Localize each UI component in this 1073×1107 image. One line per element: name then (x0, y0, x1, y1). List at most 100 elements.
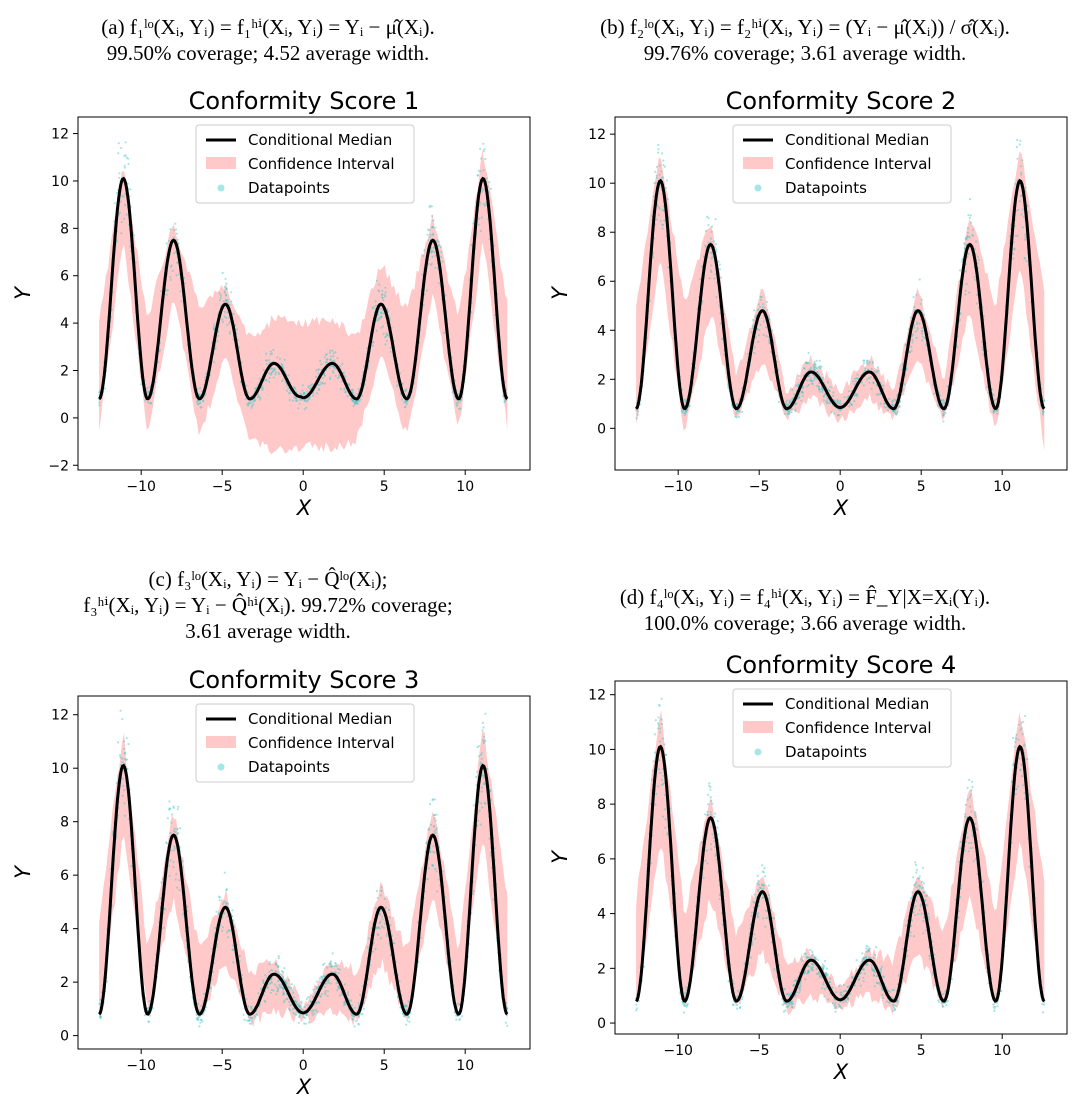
datapoint (426, 841, 429, 844)
datapoint (405, 388, 408, 391)
datapoint (99, 1015, 103, 1018)
datapoint (228, 303, 231, 306)
y-tick-label: 6 (597, 274, 606, 290)
datapoint (176, 827, 179, 830)
datapoint (260, 987, 263, 990)
datapoint (1026, 757, 1029, 761)
datapoint (268, 971, 271, 974)
datapoint (293, 999, 297, 1002)
datapoint (828, 402, 831, 405)
datapoint (196, 401, 199, 404)
datapoint (319, 359, 322, 362)
datapoint (168, 807, 171, 810)
datapoint (200, 1018, 203, 1021)
datapoint (270, 988, 273, 991)
datapoint (329, 358, 332, 362)
datapoint (661, 227, 664, 230)
datapoint (944, 411, 947, 415)
datapoint (788, 411, 791, 414)
datapoint (371, 344, 375, 347)
datapoint (305, 1013, 308, 1016)
datapoint (493, 847, 496, 850)
datapoint (319, 995, 322, 998)
datapoint (174, 222, 177, 225)
datapoint (277, 979, 280, 982)
datapoint (226, 931, 229, 934)
datapoint (320, 993, 324, 996)
datapoint (99, 1016, 102, 1019)
datapoint (353, 1025, 356, 1028)
datapoint (311, 383, 314, 386)
datapoint (825, 402, 828, 405)
datapoint (350, 388, 353, 392)
datapoint (226, 323, 229, 326)
datapoint (1020, 171, 1023, 174)
datapoint (384, 336, 387, 339)
datapoint (378, 283, 381, 286)
datapoint (710, 230, 713, 233)
datapoint (435, 827, 438, 830)
datapoint (650, 862, 653, 865)
datapoint (450, 960, 453, 963)
datapoint (308, 385, 311, 388)
datapoint (958, 269, 962, 272)
caption-line: f₃ʰⁱ(Xᵢ, Yᵢ) = Yᵢ − Q̂ʰⁱ(Xᵢ). 99.72% cov… (83, 593, 453, 617)
y-tick-label: −2 (48, 458, 69, 474)
datapoint (1011, 252, 1014, 255)
datapoint (787, 993, 790, 996)
datapoint (805, 956, 809, 959)
datapoint (713, 815, 716, 818)
datapoint (337, 967, 340, 970)
datapoint (864, 947, 868, 950)
datapoint (238, 955, 241, 958)
datapoint (301, 1008, 304, 1012)
datapoint (920, 887, 923, 890)
datapoint (788, 994, 791, 997)
datapoint (124, 154, 127, 157)
datapoint (905, 368, 908, 371)
datapoint (847, 390, 850, 393)
datapoint (407, 1000, 410, 1003)
datapoint (148, 401, 151, 404)
datapoint (789, 991, 792, 994)
datapoint (385, 934, 388, 937)
datapoint (174, 830, 177, 834)
datapoint (877, 393, 880, 396)
datapoint (915, 886, 918, 889)
datapoint (326, 994, 329, 997)
datapoint (892, 997, 895, 1000)
datapoint (911, 341, 914, 344)
datapoint (862, 359, 865, 362)
datapoint (324, 989, 327, 992)
datapoint (685, 410, 688, 413)
datapoint (1014, 182, 1017, 185)
datapoint (922, 932, 925, 935)
datapoint (273, 367, 276, 370)
datapoint (484, 157, 487, 161)
datapoint (891, 399, 894, 402)
datapoint (432, 850, 435, 853)
datapoint (292, 386, 295, 389)
datapoint (918, 278, 921, 281)
datapoint (914, 863, 917, 866)
datapoint (812, 368, 815, 371)
datapoint (471, 892, 475, 895)
datapoint (198, 402, 201, 405)
datapoint (316, 980, 319, 983)
datapoint (223, 291, 226, 294)
datapoint (1026, 204, 1029, 207)
datapoint (300, 1002, 303, 1005)
datapoint (429, 204, 432, 207)
datapoint (378, 912, 381, 915)
x-tick-label: 0 (836, 479, 845, 495)
panel-caption: (a) f₁ˡᵒ(Xᵢ, Yᵢ) = f₁ʰⁱ(Xᵢ, Yᵢ) = Yᵢ − μ… (0, 14, 536, 66)
datapoint (818, 974, 821, 977)
datapoint (773, 968, 776, 971)
datapoint (204, 376, 207, 379)
datapoint (380, 889, 383, 893)
datapoint (751, 327, 754, 330)
datapoint (218, 896, 221, 899)
datapoint (871, 360, 874, 363)
datapoint (440, 256, 443, 259)
